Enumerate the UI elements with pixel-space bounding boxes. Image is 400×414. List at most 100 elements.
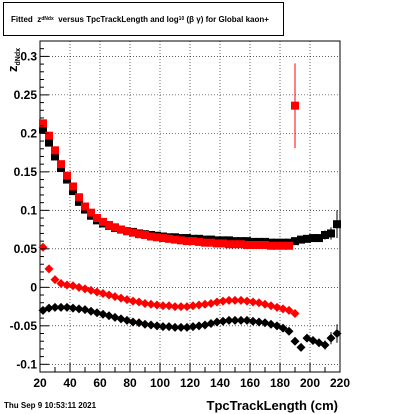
data-point xyxy=(236,315,246,325)
data-point xyxy=(62,302,72,312)
data-point xyxy=(129,228,137,237)
x-tick-label: 120 xyxy=(180,376,200,390)
data-point xyxy=(243,240,251,249)
data-point xyxy=(195,237,203,246)
data-point xyxy=(44,264,54,274)
data-point xyxy=(261,240,269,249)
data-point xyxy=(171,235,179,244)
x-tick-label: 200 xyxy=(300,376,320,390)
data-point xyxy=(50,275,60,285)
data-point xyxy=(224,315,234,325)
x-tick-label: 140 xyxy=(210,376,230,390)
data-point xyxy=(176,302,186,312)
y-tick-label: 0.2 xyxy=(20,126,37,140)
data-point xyxy=(159,234,167,243)
x-tick-label: 20 xyxy=(33,376,47,390)
title-prefix: Fitted xyxy=(11,14,33,24)
data-point xyxy=(320,340,330,350)
data-point xyxy=(63,171,71,180)
x-axis-label: TpcTrackLength (cm) xyxy=(207,398,338,413)
data-point xyxy=(236,295,246,305)
data-point xyxy=(69,187,77,196)
data-point xyxy=(255,240,263,249)
data-point xyxy=(164,322,174,332)
y-tick-label: 0.05 xyxy=(14,242,38,256)
data-point xyxy=(230,295,240,305)
data-point xyxy=(224,295,234,305)
data-point xyxy=(207,238,215,247)
y-tick-label: 0 xyxy=(30,280,37,294)
data-point xyxy=(315,234,323,243)
data-point xyxy=(75,197,83,206)
data-point xyxy=(242,296,252,306)
x-tick-label: 60 xyxy=(93,376,107,390)
data-point xyxy=(273,241,281,250)
data-point xyxy=(303,234,311,243)
data-point xyxy=(165,234,173,243)
series-3 xyxy=(38,242,300,318)
data-point xyxy=(188,322,198,332)
data-point xyxy=(164,301,174,311)
data-point xyxy=(290,308,300,318)
data-point xyxy=(225,240,233,249)
data-point xyxy=(254,317,264,327)
data-point xyxy=(213,239,221,248)
series-2 xyxy=(38,302,342,352)
data-point xyxy=(284,326,294,336)
data-marks xyxy=(38,63,342,352)
data-point xyxy=(93,214,101,223)
y-tick-label: -0.1 xyxy=(16,357,37,371)
data-point xyxy=(231,240,239,249)
data-point xyxy=(111,223,119,232)
data-point xyxy=(194,300,204,310)
data-point xyxy=(140,319,150,329)
data-point xyxy=(291,101,299,110)
x-tick-label: 180 xyxy=(270,376,290,390)
data-point xyxy=(62,280,72,290)
data-point xyxy=(218,316,228,326)
data-point xyxy=(153,233,161,242)
data-point xyxy=(105,220,113,229)
data-point xyxy=(75,193,83,202)
data-point xyxy=(117,225,125,234)
data-point xyxy=(218,296,228,306)
data-point xyxy=(123,227,131,236)
data-point xyxy=(128,317,138,327)
x-tick-label: 100 xyxy=(150,376,170,390)
data-point xyxy=(68,303,78,313)
data-point xyxy=(51,152,59,161)
x-tick-label: 80 xyxy=(123,376,137,390)
data-point xyxy=(39,119,47,128)
data-point xyxy=(176,322,186,332)
data-point xyxy=(158,322,168,332)
data-point xyxy=(128,296,138,306)
data-point xyxy=(152,300,162,310)
axis-ticks: 20 40 60 80 100 120 140 160 180 200 220 -0.1 -0.05 0 0… xyxy=(10,48,350,390)
data-point xyxy=(297,235,305,244)
timestamp: Thu Sep 9 10:53:11 2021 xyxy=(4,401,97,410)
data-point xyxy=(45,131,53,140)
data-point xyxy=(278,323,288,333)
data-point xyxy=(44,303,54,313)
data-point xyxy=(333,220,341,229)
series-1 xyxy=(39,63,299,250)
data-point xyxy=(201,238,209,247)
data-point xyxy=(140,298,150,308)
y-tick-label: 0.1 xyxy=(20,203,37,217)
data-point xyxy=(182,302,192,312)
title-tail: (β γ) for Global kaon+ xyxy=(186,14,269,24)
data-point xyxy=(188,301,198,311)
data-point xyxy=(99,217,107,226)
plot-title: Fitted z dNdx versus TpcTrackLength and l… xyxy=(3,2,284,36)
data-point xyxy=(230,315,240,325)
data-point xyxy=(146,299,156,309)
data-point xyxy=(309,234,317,243)
data-point xyxy=(219,239,227,248)
x-tick-label: 160 xyxy=(240,376,260,390)
data-point xyxy=(212,317,222,327)
data-point xyxy=(50,302,60,312)
y-tick-label: 0.3 xyxy=(20,49,37,63)
data-point xyxy=(296,342,306,352)
data-point xyxy=(170,322,180,332)
